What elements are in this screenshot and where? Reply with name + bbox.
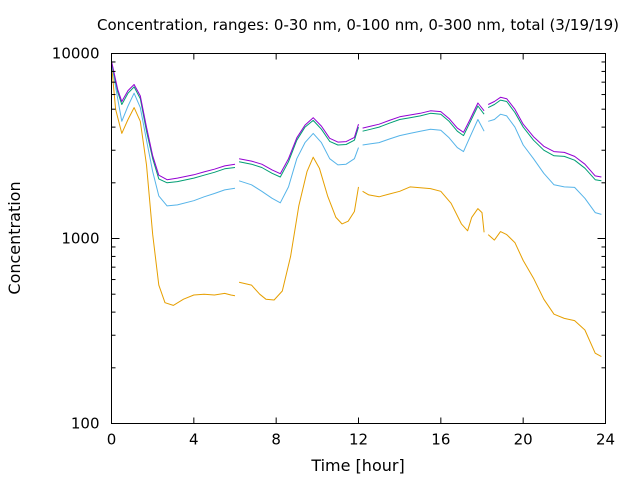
x-tick-label: 16: [431, 431, 450, 449]
series-3-line-segment-3: [487, 96, 602, 178]
x-tick-label: 8: [271, 431, 281, 449]
axes: 0 4 8 12 16 20 24 100 1000 10000: [52, 45, 615, 449]
x-tick-label: 12: [349, 431, 368, 449]
series-0-line-segment-1: [238, 156, 359, 301]
y-axis-label: Concentration: [5, 181, 24, 294]
series-2-line-segment-1: [239, 119, 359, 178]
x-tick-label: 0: [107, 431, 117, 449]
series-3-line-segment-1: [239, 117, 359, 175]
series-0-line-segment-2: [362, 186, 485, 233]
plot-frame: [111, 53, 606, 424]
series-3-line-segment-2: [362, 102, 485, 133]
series-1-line-segment-2: [362, 119, 485, 153]
series-0-line-segment-0: [111, 63, 236, 306]
x-tick-label: 24: [596, 431, 615, 449]
series-1-line-segment-3: [488, 113, 602, 215]
series-0-line-segment-3: [487, 231, 602, 358]
series-1-line-segment-0: [111, 62, 236, 207]
series-1-line-segment-1: [238, 132, 359, 204]
plot-lines: [111, 60, 602, 358]
x-axis-label: Time [hour]: [310, 456, 404, 475]
series-2-line-segment-2: [362, 105, 485, 137]
y-tick-label: 100: [71, 415, 100, 433]
series-2-line-segment-3: [487, 99, 602, 182]
chart-title: Concentration, ranges: 0-30 nm, 0-100 nm…: [97, 16, 619, 34]
y-tick-label: 1000: [61, 230, 99, 248]
series-2-line-segment-0: [111, 61, 236, 184]
x-tick-label: 20: [514, 431, 533, 449]
x-tick-label: 4: [189, 431, 199, 449]
series-3-line-segment-0: [111, 60, 236, 181]
y-tick-label: 10000: [52, 45, 100, 63]
